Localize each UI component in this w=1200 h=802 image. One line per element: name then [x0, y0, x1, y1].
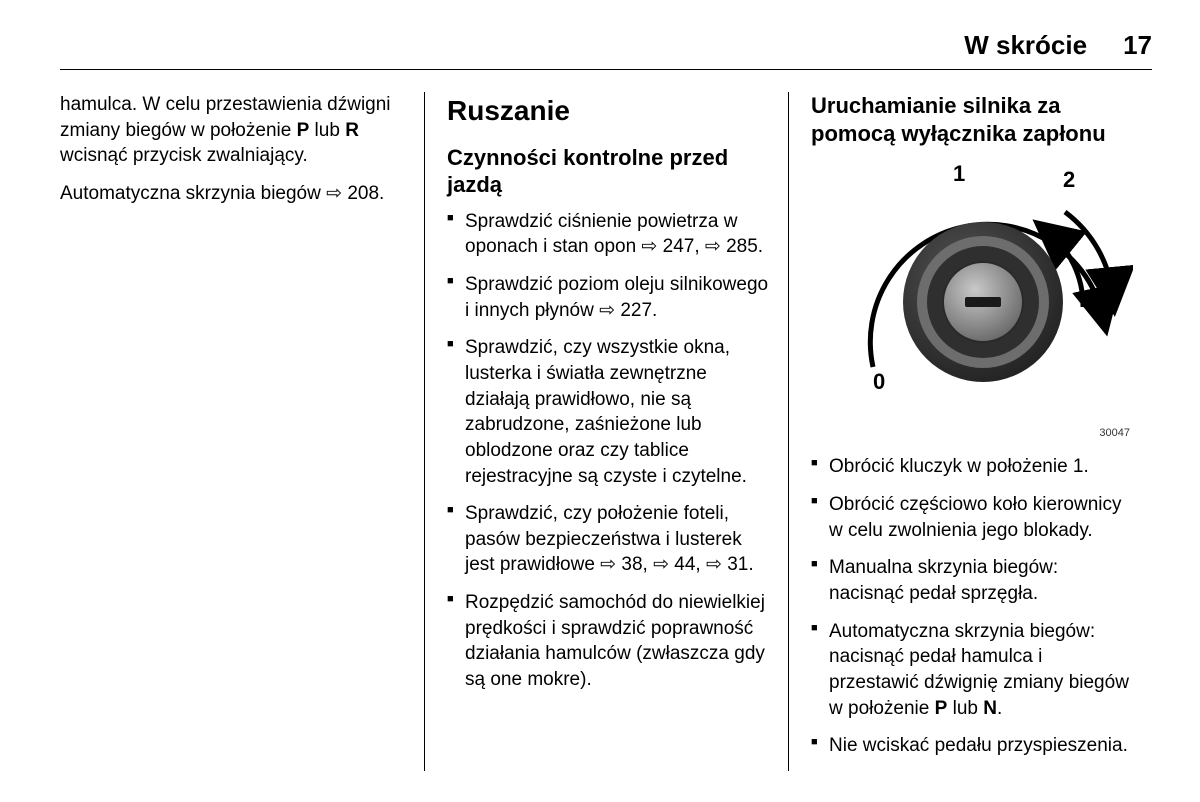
page-header: W skrócie 17	[60, 30, 1152, 70]
ignition-diagram: 0 1 2 3	[811, 157, 1134, 420]
text: .	[652, 300, 657, 321]
list-item: Automatyczna skrzynia biegów: nacisnąć p…	[811, 619, 1134, 722]
text: ,	[643, 554, 654, 575]
content-columns: hamulca. W celu przestawienia dźwigni zm…	[60, 92, 1152, 771]
list-item: Manualna skrzynia biegów: nacisnąć pedał…	[811, 555, 1134, 606]
column-3: Uruchamianie silnika za pomocą wyłącznik…	[788, 92, 1152, 771]
checklist: Sprawdzić ciśnienie powietrza w oponach …	[447, 209, 770, 693]
image-number: 30047	[811, 426, 1134, 441]
label-1: 1	[953, 161, 965, 186]
list-item: Sprawdzić, czy położenie foteli, pasów b…	[447, 501, 770, 578]
list-item: Sprawdzić ciśnienie powietrza w oponach …	[447, 209, 770, 260]
page-ref: 44	[653, 554, 695, 575]
list-item: Nie wciskać pedału przyspieszenia.	[811, 733, 1134, 759]
bold: R	[345, 120, 359, 141]
text: ,	[695, 554, 706, 575]
heading-2: Ruszanie	[447, 92, 770, 130]
text: .	[758, 236, 763, 257]
text: lub	[947, 698, 983, 719]
label-0: 0	[873, 369, 885, 394]
page-ref: 38	[600, 554, 642, 575]
list-item: Sprawdzić, czy wszystkie okna, lusterka …	[447, 335, 770, 489]
heading-3: Czynności kontrolne przed jazdą	[447, 144, 770, 199]
bold: P	[935, 698, 948, 719]
section-title: W skrócie	[964, 30, 1087, 61]
label-3: 3	[1115, 262, 1127, 287]
text: wcisnąć przycisk zwalniający.	[60, 145, 308, 166]
text: Automatyczna skrzynia biegów	[60, 183, 326, 204]
list-item: Obrócić częściowo koło kierownicy w celu…	[811, 492, 1134, 543]
paragraph: hamulca. W celu przestawienia dźwigni zm…	[60, 92, 406, 169]
key-slot	[965, 297, 1001, 307]
page-ref: 227	[599, 300, 652, 321]
page-ref: 31	[706, 554, 748, 575]
bold: P	[297, 120, 310, 141]
steps-list: Obrócić kluczyk w położenie 1. Obrócić c…	[811, 454, 1134, 758]
ignition-svg: 0 1 2 3	[813, 157, 1133, 412]
page-ref: 285	[705, 236, 758, 257]
page-number: 17	[1123, 30, 1152, 61]
text: ,	[694, 236, 705, 257]
list-item: Obrócić kluczyk w położenie 1.	[811, 454, 1134, 480]
heading-3: Uruchamianie silnika za pomocą wyłącznik…	[811, 92, 1134, 147]
paragraph: Automatyczna skrzynia biegów 208.	[60, 181, 406, 207]
list-item: Sprawdzić poziom oleju silnikowego i inn…	[447, 272, 770, 323]
text: .	[748, 554, 753, 575]
text: .	[997, 698, 1002, 719]
bold: N	[983, 698, 997, 719]
page-ref: 247	[641, 236, 694, 257]
column-1: hamulca. W celu przestawienia dźwigni zm…	[60, 92, 424, 771]
list-item: Rozpędzić samochód do niewielkiej prędko…	[447, 590, 770, 693]
text: .	[379, 183, 384, 204]
column-2: Ruszanie Czynności kontrolne przed jazdą…	[424, 92, 788, 771]
page-ref: 208	[326, 183, 379, 204]
label-2: 2	[1063, 167, 1075, 192]
text: lub	[309, 120, 345, 141]
